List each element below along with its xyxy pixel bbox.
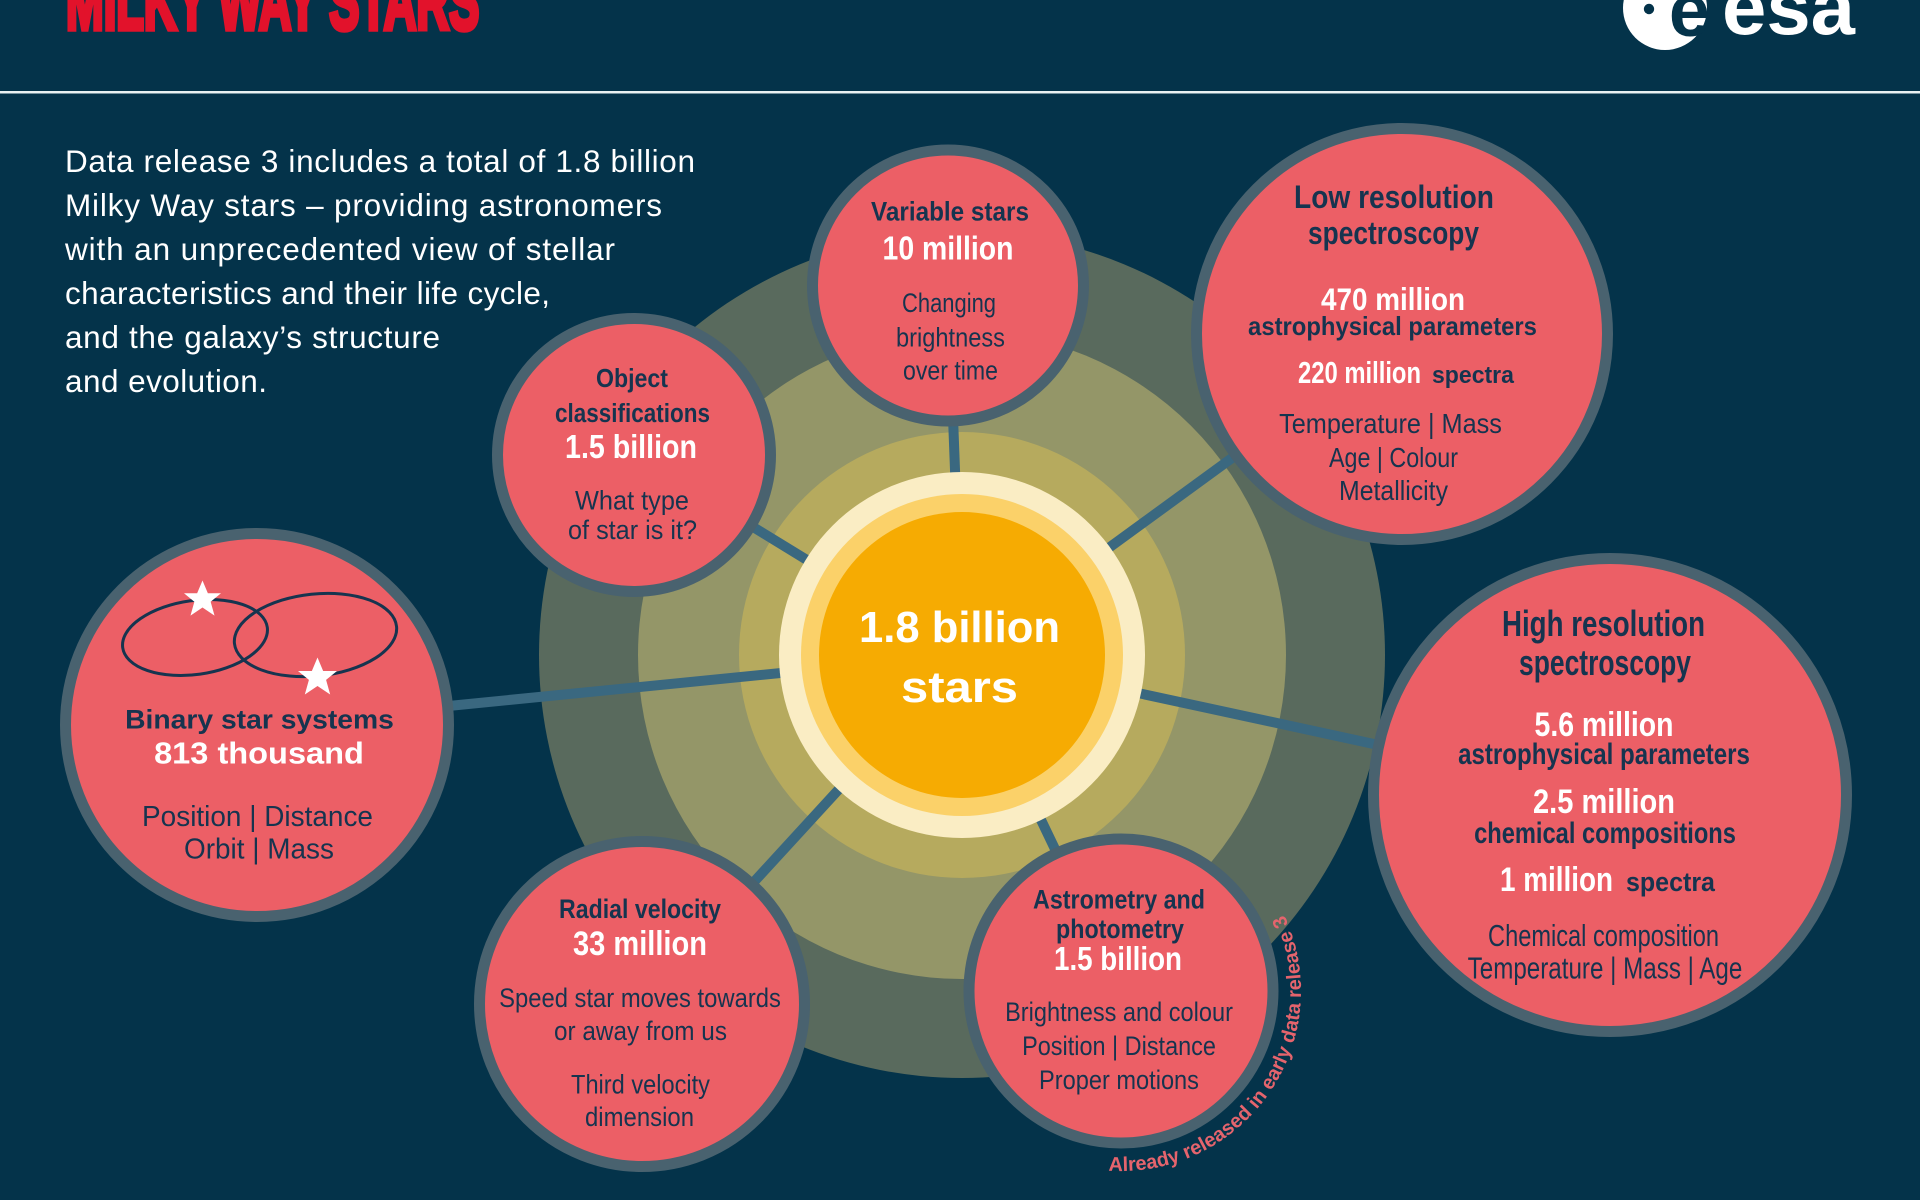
svg-text:spectra: spectra	[1432, 362, 1515, 389]
svg-text:Object: Object	[596, 365, 668, 394]
svg-text:Data release 3 includes a tota: Data release 3 includes a total of 1.8 b…	[65, 143, 695, 179]
svg-text:MILKY WAY STARS: MILKY WAY STARS	[66, 0, 479, 46]
svg-text:Proper motions: Proper motions	[1039, 1066, 1199, 1096]
svg-text:Changing: Changing	[902, 289, 996, 319]
svg-text:esa: esa	[1722, 0, 1856, 51]
svg-text:Variable stars: Variable stars	[871, 197, 1029, 226]
svg-text:or away from us: or away from us	[554, 1017, 727, 1046]
svg-text:brightness: brightness	[896, 323, 1005, 353]
svg-text:Binary star systems: Binary star systems	[125, 704, 394, 734]
svg-text:Brightness and colour: Brightness and colour	[1005, 998, 1233, 1028]
svg-text:dimension: dimension	[585, 1103, 694, 1133]
svg-text:stars: stars	[901, 662, 1018, 711]
svg-text:Metallicity: Metallicity	[1339, 475, 1449, 507]
svg-text:Orbit | Mass: Orbit | Mass	[184, 832, 334, 864]
svg-text:Temperature | Mass | Age: Temperature | Mass | Age	[1468, 951, 1743, 986]
svg-text:of star is it?: of star is it?	[568, 514, 697, 545]
svg-text:1.5 billion: 1.5 billion	[565, 428, 697, 466]
svg-text:Milky Way stars – providing as: Milky Way stars – providing astronomers	[65, 187, 662, 223]
svg-text:astrophysical parameters: astrophysical parameters	[1248, 312, 1537, 341]
svg-text:spectra: spectra	[1626, 866, 1715, 897]
svg-text:1.5 billion: 1.5 billion	[1054, 941, 1182, 978]
svg-text:Chemical composition: Chemical composition	[1488, 918, 1719, 953]
svg-text:characteristics and their life: characteristics and their life cycle,	[65, 275, 550, 311]
svg-text:Position | Distance: Position | Distance	[1022, 1032, 1216, 1062]
svg-text:over time: over time	[903, 356, 998, 386]
svg-text:photometry: photometry	[1056, 914, 1184, 944]
svg-text:e: e	[1669, 0, 1710, 52]
svg-text:Low resolution: Low resolution	[1294, 180, 1494, 215]
svg-text:1 million: 1 million	[1500, 860, 1613, 898]
svg-text:Temperature | Mass: Temperature | Mass	[1279, 408, 1502, 439]
svg-text:and the galaxy’s structure: and the galaxy’s structure	[65, 319, 440, 355]
svg-text:What type: What type	[575, 485, 689, 516]
svg-text:spectroscopy: spectroscopy	[1308, 216, 1480, 252]
svg-text:with an unprecedented view of: with an unprecedented view of stellar	[64, 231, 615, 267]
svg-text:Radial velocity: Radial velocity	[559, 894, 721, 924]
svg-text:Astrometry and: Astrometry and	[1033, 885, 1205, 915]
svg-text:1.8 billion: 1.8 billion	[859, 603, 1060, 652]
svg-text:Age | Colour: Age | Colour	[1329, 443, 1458, 473]
svg-text:33 million: 33 million	[573, 924, 707, 963]
svg-text:2.5 million: 2.5 million	[1533, 782, 1675, 821]
svg-text:Position | Distance: Position | Distance	[142, 800, 373, 832]
svg-text:chemical compositions: chemical compositions	[1474, 816, 1736, 849]
svg-text:10 million: 10 million	[883, 229, 1014, 267]
svg-text:astrophysical parameters: astrophysical parameters	[1458, 736, 1750, 770]
svg-text:and evolution.: and evolution.	[65, 363, 267, 399]
svg-text:5.6 million: 5.6 million	[1535, 706, 1674, 744]
svg-text:220 million: 220 million	[1298, 355, 1421, 390]
svg-text:813 thousand: 813 thousand	[154, 735, 364, 770]
svg-text:High resolution: High resolution	[1502, 603, 1705, 643]
svg-text:Speed star moves towards: Speed star moves towards	[499, 984, 781, 1014]
svg-text:Third velocity: Third velocity	[571, 1070, 710, 1100]
svg-text:spectroscopy: spectroscopy	[1519, 642, 1691, 683]
svg-text:classifications: classifications	[555, 400, 710, 429]
svg-text:470 million: 470 million	[1321, 282, 1465, 317]
